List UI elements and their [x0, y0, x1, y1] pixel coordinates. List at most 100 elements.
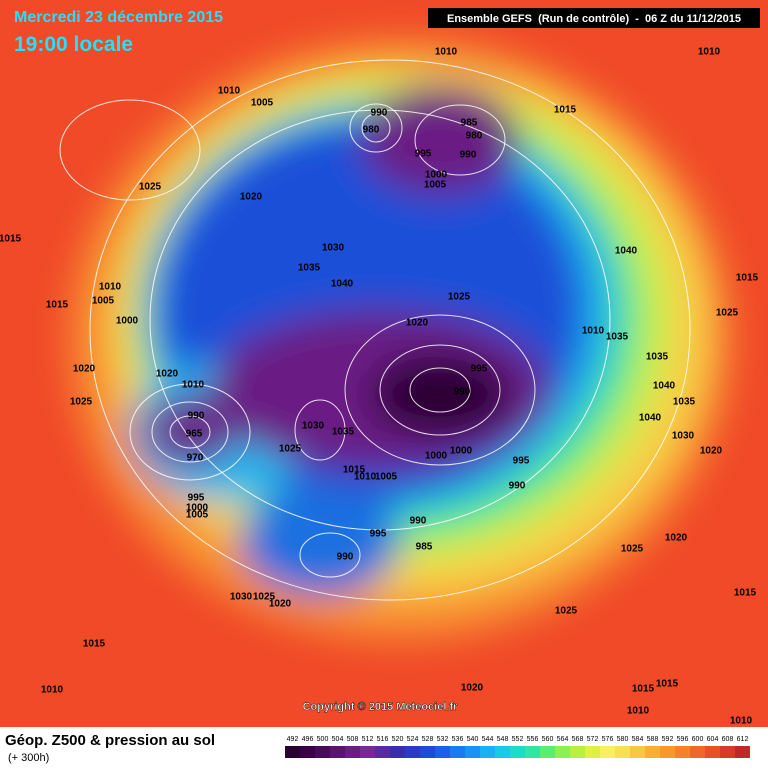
scale-label: 564: [557, 736, 569, 743]
scale-label: 584: [632, 736, 644, 743]
pressure-label: 1020: [269, 599, 292, 610]
scale-swatch: [375, 746, 390, 758]
pressure-label: 1030: [672, 431, 695, 442]
pressure-label: 1010: [435, 47, 458, 58]
pressure-label: 990: [188, 411, 205, 422]
pressure-label: 1010: [99, 282, 122, 293]
pressure-label: 1025: [555, 606, 578, 617]
scale-swatch: [615, 746, 630, 758]
scale-label: 492: [287, 736, 299, 743]
pressure-label: 1005: [375, 472, 398, 483]
pressure-label: 1040: [653, 381, 676, 392]
scale-label: 532: [437, 736, 449, 743]
scale-label: 504: [332, 736, 344, 743]
scale-swatch: [465, 746, 480, 758]
pressure-label: 1010: [582, 326, 605, 337]
pressure-label: 1035: [606, 332, 629, 343]
pressure-label: 1025: [279, 444, 302, 455]
scale-swatch: [720, 746, 735, 758]
pressure-label: 995: [513, 456, 530, 467]
scale-swatch: [495, 746, 510, 758]
date: Mercredi 23 décembre 2015: [14, 9, 223, 26]
scale-swatch: [570, 746, 585, 758]
pressure-label: 1000: [425, 170, 448, 181]
pressure-label: 980: [363, 125, 380, 136]
scale-swatch: [480, 746, 495, 758]
pressure-label: 1030: [230, 592, 253, 603]
pressure-label: 1005: [251, 98, 274, 109]
scale-label: 608: [722, 736, 734, 743]
pressure-label: 970: [187, 453, 204, 464]
scale-swatch: [330, 746, 345, 758]
pressure-label: 1025: [448, 292, 471, 303]
scale-swatch: [315, 746, 330, 758]
footer-lead: (+ 300h): [8, 752, 49, 764]
scale-swatch: [645, 746, 660, 758]
pressure-label: 1000: [116, 316, 139, 327]
scale-label: 524: [407, 736, 419, 743]
pressure-label: 1040: [639, 413, 662, 424]
pressure-label: 1020: [461, 683, 484, 694]
time: 19:00 locale: [14, 33, 133, 56]
pressure-label: 1010: [627, 706, 650, 717]
scale-label: 596: [677, 736, 689, 743]
pressure-label: 1020: [156, 369, 179, 380]
pressure-label: 1015: [83, 639, 106, 650]
pressure-label: 1020: [240, 192, 263, 203]
copyright: Copyright © 2015 Meteociel.fr: [303, 701, 459, 713]
pressure-label: 1005: [92, 296, 115, 307]
pressure-label: 1020: [406, 318, 429, 329]
pressure-label: 1030: [322, 243, 345, 254]
pressure-label: 985: [416, 542, 433, 553]
pressure-label: 1020: [700, 446, 723, 457]
pressure-label: 1025: [621, 544, 644, 555]
pressure-label: 990: [454, 387, 471, 398]
scale-swatch: [345, 746, 360, 758]
scale-swatch: [450, 746, 465, 758]
pressure-label: 1000: [450, 446, 473, 457]
pressure-label: 1010: [354, 472, 377, 483]
scale-swatch: [600, 746, 615, 758]
pressure-label: 1010: [41, 685, 64, 696]
pressure-label: 1015: [656, 679, 679, 690]
pressure-label: 1025: [253, 592, 276, 603]
scale-label: 612: [737, 736, 749, 743]
pressure-label: 1035: [646, 352, 669, 363]
scale-label: 508: [347, 736, 359, 743]
pressure-label: 995: [415, 149, 432, 160]
pressure-label: 990: [460, 150, 477, 161]
scale-swatch: [420, 746, 435, 758]
scale-label: 520: [392, 736, 404, 743]
pressure-label: 1010: [698, 47, 721, 58]
scale-swatch: [360, 746, 375, 758]
scale-swatch: [435, 746, 450, 758]
scale-label: 576: [602, 736, 614, 743]
scale-label: 588: [647, 736, 659, 743]
pressure-label: 1015: [632, 684, 655, 695]
scale-label: 544: [482, 736, 494, 743]
pressure-label: 1025: [716, 308, 739, 319]
pressure-label: 1015: [0, 234, 22, 245]
scale-swatch: [735, 746, 750, 758]
pressure-label: 995: [471, 364, 488, 375]
scale-label: 516: [377, 736, 389, 743]
pressure-label: 1035: [332, 427, 355, 438]
pressure-label: 995: [370, 529, 387, 540]
scale-swatch: [690, 746, 705, 758]
scale-swatch: [285, 746, 300, 758]
scale-swatch: [660, 746, 675, 758]
scale-label: 500: [317, 736, 329, 743]
scale-swatch: [510, 746, 525, 758]
pressure-label: 1015: [46, 300, 69, 311]
scale-label: 580: [617, 736, 629, 743]
scale-swatch: [540, 746, 555, 758]
scale-swatch: [405, 746, 420, 758]
scale-label: 592: [662, 736, 674, 743]
pressure-label: 1020: [73, 364, 96, 375]
pressure-label: 1010: [730, 716, 753, 727]
scale-swatch: [390, 746, 405, 758]
scale-label: 512: [362, 736, 374, 743]
pressure-label: 1035: [673, 397, 696, 408]
